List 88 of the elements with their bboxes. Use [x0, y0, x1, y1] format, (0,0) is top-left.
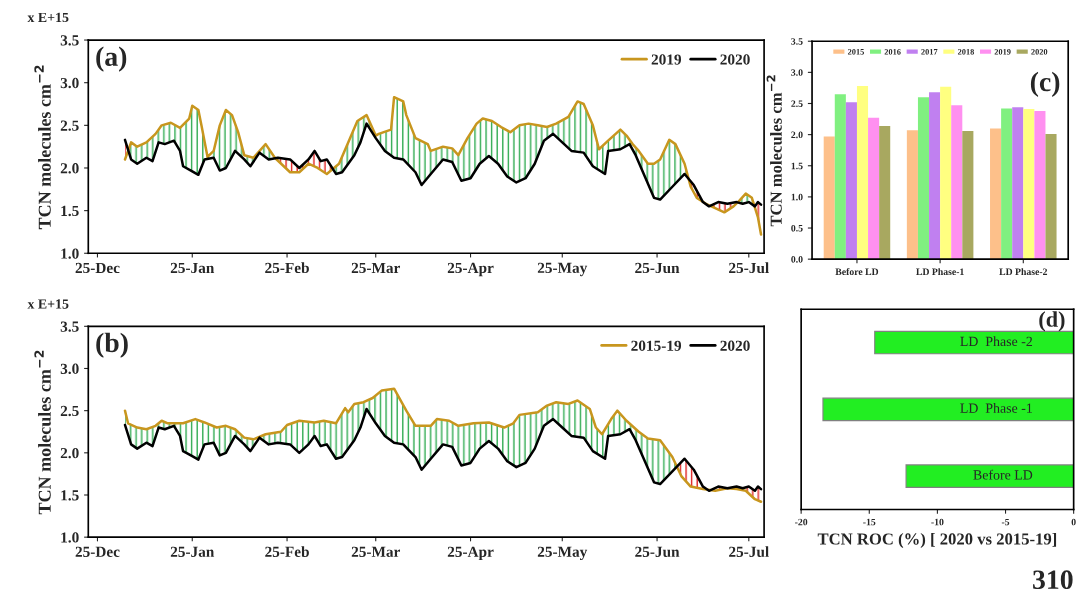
x-tick-label: 25-Apr: [447, 262, 494, 277]
bar: [951, 105, 963, 260]
annotation: (c): [1030, 71, 1060, 97]
x-tick-label: LD Phase-1: [916, 268, 964, 276]
y-tick-label: 1.0: [791, 193, 803, 201]
x-tick-label: Before LD: [835, 268, 879, 276]
y-axis-title: TCN molecules cm$^{−2}$: [34, 350, 51, 515]
bar: [990, 128, 1002, 260]
x-tick-label: LD Phase-2: [999, 268, 1048, 276]
category-label: LD Phase -2: [960, 336, 1033, 347]
y-tick-label: 3.0: [60, 363, 79, 374]
bar: [856, 86, 869, 260]
y-tick-label: 2.0: [60, 163, 79, 174]
y-tick-label: 3.5: [791, 38, 803, 45]
x-tick-label: 25-Jan: [170, 546, 215, 557]
x-tick-label: 25-Jul: [729, 546, 769, 557]
y-tick-label: 3.0: [60, 77, 79, 89]
legend-label: 2020: [720, 54, 750, 65]
y-tick-label: 3.0: [791, 69, 803, 76]
y-tick-label: 2.5: [791, 100, 803, 108]
y-tick-label: 2.0: [791, 131, 803, 139]
legend-label: 2018: [957, 49, 975, 55]
y-tick-label: 1.5: [61, 490, 79, 501]
y-tick-label: 1.5: [61, 205, 79, 217]
bar: [868, 117, 880, 260]
x-tick-label: 25-May: [537, 262, 588, 277]
x-tick-label: -15: [863, 518, 876, 526]
bar: [962, 130, 974, 260]
x-tick-label: 25-May: [537, 546, 588, 561]
y-tick-label: 1.0: [61, 248, 79, 259]
bar: [917, 97, 930, 260]
y-tick-label: 3.5: [60, 321, 79, 332]
y-tick-label: 3.5: [60, 35, 79, 46]
bar: [929, 92, 941, 260]
bar: [906, 130, 918, 260]
bar: [1012, 107, 1024, 260]
category-label: Before LD: [973, 469, 1033, 480]
x-tick-label: 25-Feb: [265, 262, 309, 274]
legend-label: 2019: [651, 54, 682, 65]
x-tick-label: 25-Apr: [447, 546, 494, 561]
text: x E+15: [27, 299, 69, 309]
x-tick-label: 0: [1071, 518, 1076, 526]
bar: [823, 136, 835, 260]
annotation: (d): [1039, 311, 1065, 332]
bar: [1001, 108, 1013, 260]
line-series: [123, 387, 763, 503]
x-tick-label: 25-Jun: [635, 546, 680, 557]
x-tick-label: 25-Jun: [635, 262, 680, 274]
y-axis-title: TCN molecules cm$^{−2}$: [34, 65, 51, 230]
legend-label: 2016: [884, 49, 901, 55]
annotation: (a): [96, 46, 127, 72]
bar: [834, 94, 846, 260]
x-axis-title: TCN ROC (%) [ 2020 vs 2015-19]: [817, 532, 1057, 548]
x-tick-label: 25-Mar: [351, 262, 401, 274]
line-series: [123, 95, 763, 236]
x-tick-label: -5: [1001, 518, 1010, 526]
y-tick-label: 0.0: [791, 256, 803, 263]
x-tick-label: 25-Dec: [75, 546, 120, 557]
legend-label: 2020: [1031, 49, 1048, 55]
x-tick-label: 25-Jan: [170, 262, 215, 274]
bar: [1023, 109, 1035, 260]
legend-label: 2020: [720, 340, 750, 351]
y-tick-label: 0.5: [791, 224, 803, 232]
x-tick-label: 25-Jul: [729, 262, 769, 274]
category-label: LD Phase -1: [960, 403, 1032, 413]
bar: [1034, 110, 1046, 260]
text: x E+15: [27, 12, 69, 23]
x-tick-label: 25-Dec: [75, 262, 120, 274]
y-axis-title: TCN molecules cm$^{−2}$: [766, 75, 782, 227]
bar: [940, 86, 952, 260]
legend-label: 2015-19: [631, 340, 682, 351]
bar: [1045, 134, 1057, 260]
bar: [879, 125, 891, 260]
y-tick-label: 2.5: [60, 405, 79, 417]
bar: [845, 102, 857, 260]
y-tick-label: 1.0: [61, 532, 79, 543]
y-tick-label: 1.5: [791, 162, 803, 170]
text: 310: [1033, 570, 1073, 589]
legend-label: 2017: [921, 49, 938, 55]
x-tick-label: -20: [795, 518, 808, 526]
x-tick-label: -10: [931, 518, 944, 526]
y-tick-label: 2.0: [60, 447, 79, 459]
legend-label: 2015: [847, 49, 864, 55]
legend-label: 2019: [994, 49, 1011, 55]
annotation: (b): [96, 332, 128, 358]
x-tick-label: 25-Feb: [265, 546, 309, 557]
y-tick-label: 2.5: [60, 120, 79, 131]
x-tick-label: 25-Mar: [351, 546, 401, 557]
